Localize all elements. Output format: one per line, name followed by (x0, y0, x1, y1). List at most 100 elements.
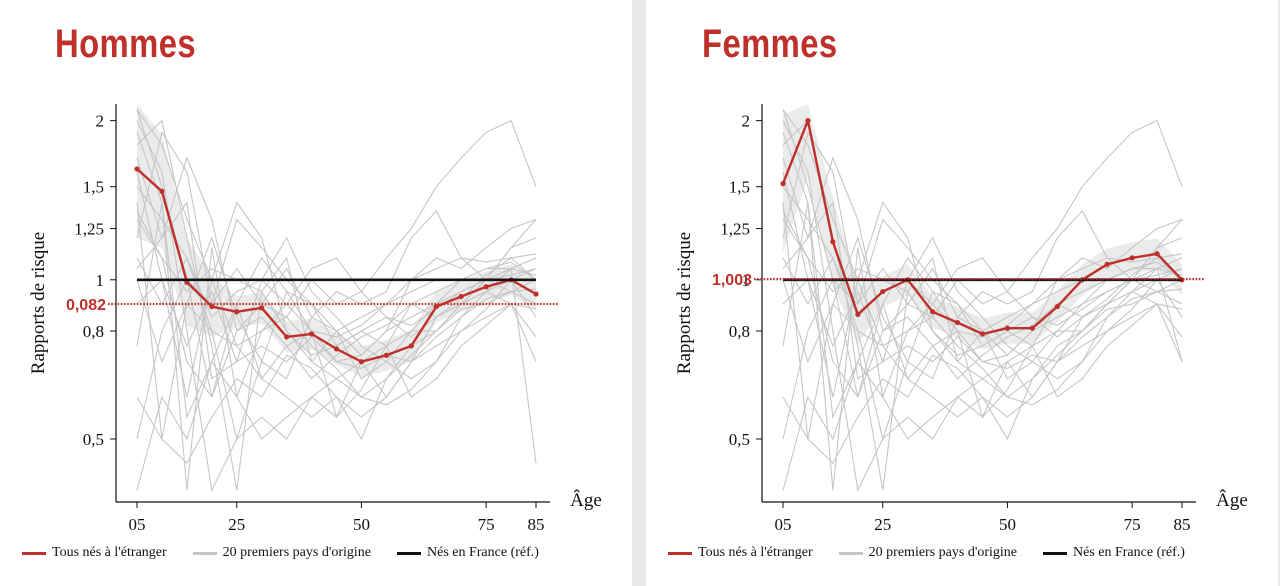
series-point (880, 288, 886, 295)
country-series-line (782, 157, 1183, 380)
series-point (408, 343, 414, 349)
country-series-line (136, 120, 537, 493)
chart-panel-femmes: Femmes 0,5 0,8 1 1,25 1,5 2 05 25 50 75 85 Rapports… (646, 0, 1278, 586)
legend-label: Tous nés à l'étranger (52, 545, 167, 560)
y-tick-label: 0,5 (83, 430, 104, 449)
x-tick-label: 50 (999, 515, 1016, 534)
country-series-line (782, 119, 1183, 491)
confidence-band (783, 104, 1182, 350)
x-axis-title: Âge (570, 489, 602, 511)
x-tick-label: 25 (874, 515, 891, 534)
y-tick-label: 2 (96, 112, 105, 131)
y-tick-label: 1 (742, 271, 751, 290)
average-line-label: 0,082 (66, 297, 106, 314)
legend-item-countries: 20 premiers pays d'origine (192, 545, 371, 561)
y-axis-title: Rapports de risque (28, 232, 49, 374)
series-point (308, 331, 315, 337)
series-point (209, 303, 215, 310)
y-tick-label: 0,8 (83, 322, 104, 341)
legend-swatch-red (22, 551, 46, 555)
series-point (930, 309, 936, 315)
country-series-line (136, 210, 537, 356)
legend-label: Nés en France (réf.) (1073, 545, 1185, 560)
x-tick-label: 25 (228, 515, 245, 534)
series-point (533, 291, 539, 297)
x-axis-title: Âge (1216, 489, 1248, 511)
chart-title: Hommes (55, 22, 197, 66)
y-tick-label: 1 (96, 271, 105, 290)
chart-plot-femmes: 0,5 0,8 1 1,25 1,5 2 05 25 50 75 85 Rapports de ris… (674, 104, 1248, 534)
country-series-line (782, 267, 1183, 440)
series-point (433, 303, 439, 310)
country-series-line (782, 202, 1183, 440)
series-point (234, 309, 240, 315)
series-point (1004, 325, 1011, 331)
chart-panel-hommes: Hommes 0,5 0,8 1 1,25 1,5 2 05 25 50 75 85 Rapports… (0, 0, 632, 586)
x-tick-label: 85 (1174, 515, 1191, 534)
country-series-line (136, 209, 537, 380)
y-tick-label: 0,8 (729, 322, 750, 341)
series-point (805, 118, 811, 124)
y-tick-label: 1,25 (720, 220, 750, 239)
y-tick-label: 1,25 (74, 220, 104, 239)
chart-legend: Tous nés à l'étranger 20 premiers pays d… (22, 543, 565, 563)
plot-area (780, 104, 1185, 493)
average-line-label: 1,003 (712, 272, 752, 289)
country-series-line (782, 209, 1183, 380)
y-tick-label: 1,5 (729, 178, 750, 197)
series-point (483, 284, 489, 290)
series-point (780, 181, 786, 187)
x-tick-label: 05 (775, 515, 792, 534)
legend-item-france: Nés en France (réf.) (1043, 545, 1185, 561)
legend-item-foreign: Tous nés à l'étranger (22, 545, 167, 561)
legend-swatch-black (397, 551, 421, 555)
country-series-line (136, 202, 537, 440)
legend-swatch-red (668, 551, 692, 555)
confidence-band (137, 104, 536, 378)
chart-title: Femmes (702, 22, 838, 66)
series-point (1104, 261, 1110, 267)
series-point (1054, 303, 1060, 310)
legend-swatch-black (1043, 551, 1067, 555)
series-point (855, 311, 861, 318)
country-series-line (136, 171, 537, 380)
series-point (383, 352, 389, 358)
legend-label: Tous nés à l'étranger (698, 545, 813, 560)
series-point (333, 346, 340, 352)
legend-label: 20 premiers pays d'origine (868, 545, 1017, 560)
legend-item-countries: 20 premiers pays d'origine (838, 545, 1017, 561)
y-axis-title: Rapports de risque (674, 232, 695, 374)
series-point (830, 239, 836, 245)
series-point (1129, 255, 1135, 261)
y-tick-label: 2 (742, 112, 751, 131)
legend-swatch-grey (838, 551, 863, 555)
country-series-line (782, 120, 1183, 493)
legend-label: 20 premiers pays d'origine (222, 545, 371, 560)
series-point (458, 293, 464, 300)
y-tick-label: 0,5 (729, 430, 750, 449)
legend-item-foreign: Tous nés à l'étranger (668, 545, 813, 561)
series-point (954, 319, 961, 326)
y-tick-label: 1,5 (83, 178, 104, 197)
x-tick-label: 85 (528, 515, 545, 534)
legend-label: Nés en France (réf.) (427, 545, 539, 560)
country-series-line (136, 157, 537, 380)
country-series-line (136, 202, 537, 465)
series-point (358, 359, 365, 365)
series-point (159, 188, 165, 194)
country-series-line (782, 171, 1183, 380)
series-point (284, 334, 290, 340)
chart-legend: Tous nés à l'étranger 20 premiers pays d… (668, 543, 1211, 563)
x-tick-label: 05 (129, 515, 146, 534)
legend-item-france: Nés en France (réf.) (397, 545, 539, 561)
series-point (134, 166, 140, 172)
x-tick-label: 75 (1124, 515, 1141, 534)
legend-swatch-grey (192, 551, 217, 555)
series-point (1154, 251, 1160, 257)
x-tick-label: 75 (478, 515, 495, 534)
plot-area (134, 104, 539, 493)
series-point (1029, 325, 1035, 331)
series-point (259, 305, 265, 311)
country-series-line (782, 210, 1183, 356)
x-tick-label: 50 (353, 515, 370, 534)
